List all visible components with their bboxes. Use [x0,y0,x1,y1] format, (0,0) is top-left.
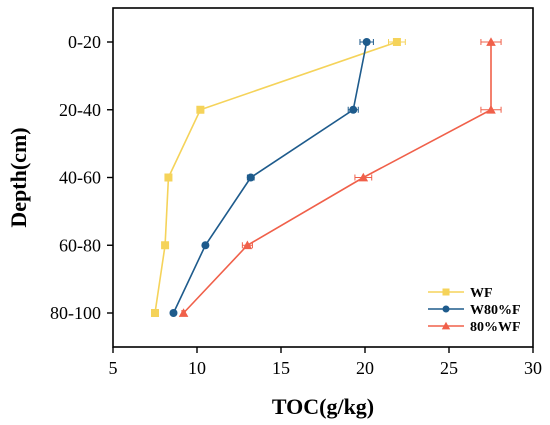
data-point [392,38,401,46]
legend: WF W80%F 80%WF [428,286,521,335]
data-point [169,309,178,317]
data-point [151,309,159,317]
x-tick-label: 25 [440,358,458,378]
y-tick-label: 80-100 [50,303,101,323]
series-layer [151,37,502,317]
series-group [178,37,502,317]
x-tick-label: 10 [188,358,206,378]
data-point [242,240,253,250]
x-axis-title: TOC(g/kg) [272,394,374,419]
data-point [486,104,496,114]
data-point [178,308,189,317]
legend-label: W80%F [470,303,521,318]
data-point [164,173,173,182]
series-line [172,41,368,314]
data-point [246,173,255,182]
y-tick-label: 40-60 [59,168,101,188]
x-tick-label: 20 [356,358,374,378]
data-point [486,37,496,46]
y-axis-title: Depth(cm) [6,127,31,227]
data-point [201,241,210,250]
data-point [349,105,358,114]
y-axis: 0-20 20-40 40-60 60-80 80-100 [50,32,113,323]
series-line [182,42,492,314]
y-tick-label: 60-80 [59,235,101,255]
x-tick-label: 30 [524,358,542,378]
legend-label: WF [470,286,493,301]
series-group [169,38,374,317]
x-tick-label: 15 [272,358,290,378]
data-point [362,38,371,46]
legend-marker [442,305,450,313]
data-point [196,105,205,114]
series-group [151,38,406,317]
x-tick-label: 5 [109,358,118,378]
y-tick-label: 0-20 [68,32,101,52]
legend-label: 80%WF [470,320,521,335]
data-point [161,241,170,250]
legend-marker [441,321,451,330]
y-tick-label: 20-40 [59,100,101,120]
legend-marker [442,288,450,296]
data-point [358,172,369,182]
x-axis: 5 10 15 20 25 30 [109,347,542,378]
